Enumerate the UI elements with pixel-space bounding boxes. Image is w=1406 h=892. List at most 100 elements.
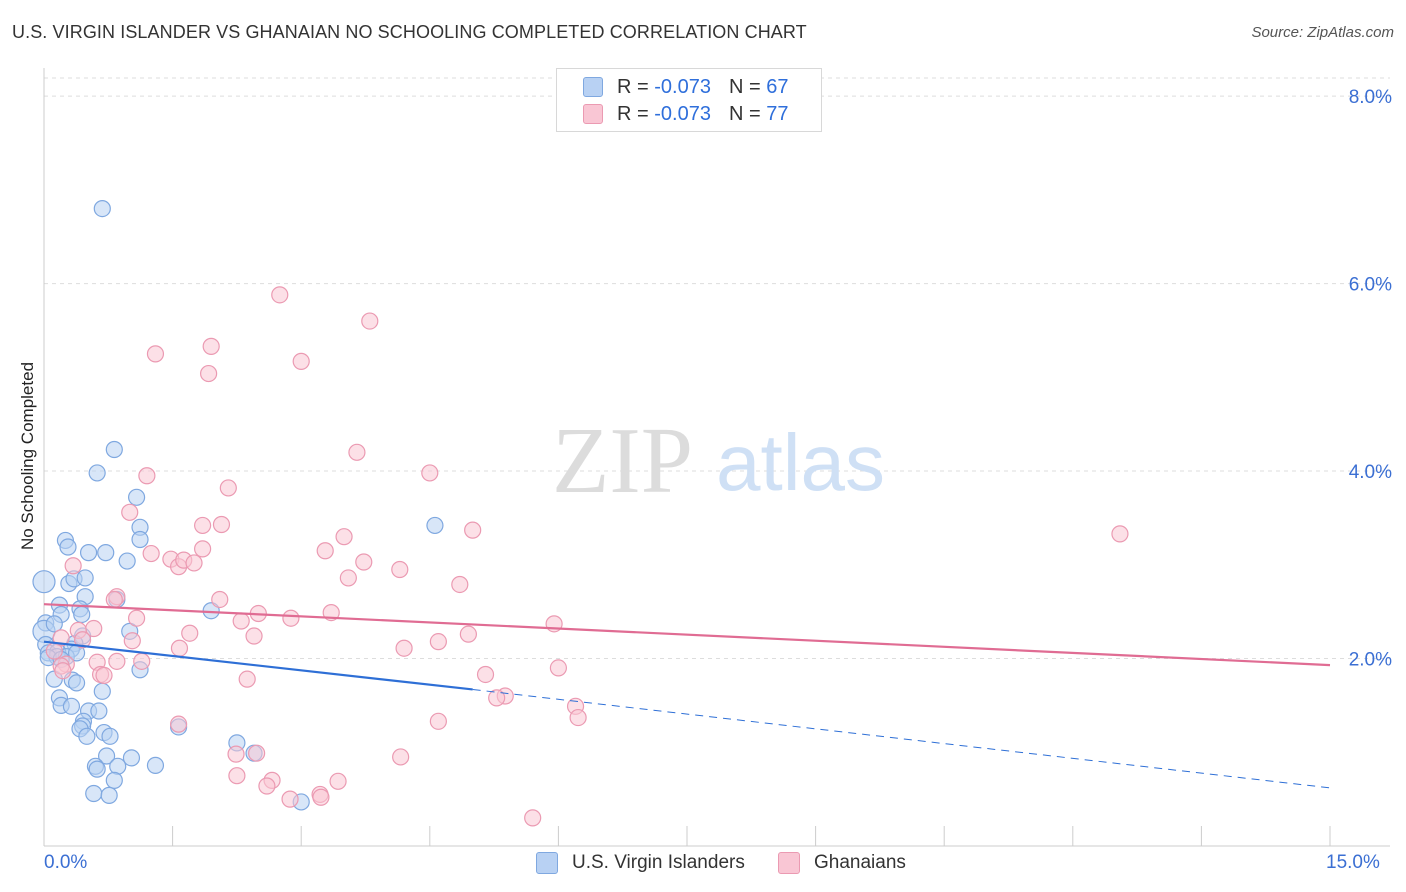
stats-legend: R = -0.073 N = 67 R = -0.073 N = 77 — [556, 68, 822, 132]
legend-n-value: 67 — [766, 75, 789, 98]
virgin-islanders-point — [79, 544, 98, 562]
ghanaians-point — [248, 744, 266, 762]
ghanaians-point — [202, 337, 220, 355]
ghanaians-point — [312, 788, 330, 806]
ghanaians-point — [219, 479, 237, 497]
ghanaians-point — [549, 659, 568, 677]
y-tick-label: 8.0% — [1349, 87, 1392, 108]
ghanaians-point — [185, 554, 203, 572]
ghanaians-point — [339, 569, 357, 587]
y-tick-label: 2.0% — [1349, 650, 1392, 671]
ghanaians-point — [395, 639, 413, 657]
virgin-islanders-trend-extension — [472, 688, 1331, 789]
legend-r-label: R = — [617, 102, 655, 125]
trend-lines — [43, 603, 1331, 789]
virgin-islanders-point — [131, 530, 149, 549]
ghanaians-point — [232, 612, 250, 630]
ghanaians-point — [142, 544, 160, 563]
ghanaians-point — [238, 670, 256, 688]
ghanaians-point — [1111, 525, 1129, 543]
ghanaians-point — [488, 689, 506, 707]
ghanaians-point — [245, 627, 263, 645]
series-ghanaians-points — [45, 286, 1129, 827]
ghanaians-point — [329, 772, 347, 790]
ghanaians-point — [335, 528, 353, 546]
y-tick-labels: 2.0% 4.0% 6.0% 8.0% — [1349, 87, 1392, 670]
virgin-islanders-point — [93, 682, 111, 700]
virgin-islanders-point — [97, 747, 116, 765]
ghanaians-point — [391, 560, 409, 579]
virgin-islanders-point — [101, 727, 119, 745]
ghanaians-point — [133, 652, 151, 670]
virgin-islanders-point — [146, 756, 165, 774]
virgin-islanders-point — [118, 552, 136, 570]
ghanaians-point — [292, 352, 310, 370]
ghanaians-point — [348, 443, 366, 461]
virgin-islanders-point — [88, 464, 106, 482]
ghanaians-point — [421, 464, 439, 482]
watermark-atlas: atlas — [716, 418, 885, 507]
watermark-zip: ZIP — [552, 409, 693, 513]
legend-n-value: 77 — [766, 102, 789, 125]
virgin-islanders-point — [78, 727, 96, 745]
virgin-islanders-point — [45, 615, 63, 633]
ghanaians-point — [170, 715, 188, 733]
x-tick-label-max: 15.0% — [1326, 852, 1380, 873]
bottom-legend-label: U.S. Virgin Islanders — [572, 852, 745, 873]
gridlines — [44, 77, 1390, 660]
bottom-legend-swatch-pink — [778, 852, 800, 874]
ghanaians-point — [459, 625, 477, 643]
virgin-islanders-trend-line — [43, 640, 473, 691]
virgin-islanders-point — [62, 697, 81, 715]
virgin-islanders-point — [127, 488, 146, 506]
chart-title: U.S. VIRGIN ISLANDER VS GHANAIAN NO SCHO… — [12, 22, 807, 42]
virgin-islanders-point — [426, 516, 444, 535]
ghanaians-point — [271, 286, 289, 304]
axes — [43, 68, 1390, 847]
ghanaians-point — [429, 633, 447, 651]
virgin-islanders-point — [93, 200, 111, 218]
y-tick-label: 6.0% — [1349, 275, 1392, 296]
bottom-legend-swatch-blue — [536, 852, 558, 874]
virgin-islanders-point — [67, 674, 86, 692]
ghanaians-point — [146, 345, 165, 363]
bottom-legend-ghanaians: Ghanaians — [778, 852, 906, 874]
legend-r-label: R = — [617, 75, 655, 98]
ghanaians-point — [524, 809, 542, 827]
legend-row-ghanaians: R = -0.073 N = 77 — [583, 102, 788, 126]
ghanaians-point — [127, 609, 146, 627]
ghanaians-point — [121, 503, 139, 521]
virgin-islanders-point — [73, 605, 91, 624]
virgin-islanders-point — [122, 749, 141, 767]
virgin-islanders-point — [59, 538, 77, 556]
source-label: Source: ZipAtlas.com — [1251, 24, 1394, 41]
y-tick-label: 4.0% — [1349, 462, 1392, 483]
ghanaians-point — [258, 777, 276, 795]
ghanaians-point — [200, 364, 218, 383]
virgin-islanders-point — [97, 544, 115, 562]
ghanaians-point — [211, 590, 229, 609]
virgin-islanders-point — [105, 771, 123, 789]
virgin-islanders-point — [100, 786, 118, 804]
virgin-islanders-point — [109, 757, 127, 775]
ghanaians-trend-line — [43, 603, 1331, 667]
ghanaians-point — [64, 557, 82, 575]
virgin-islanders-point — [76, 569, 94, 587]
ghanaians-point — [138, 467, 156, 485]
ghanaians-point — [282, 609, 300, 627]
ghanaians-point — [464, 521, 482, 539]
ghanaians-point — [476, 665, 495, 684]
series-virgin-islanders-points — [32, 200, 444, 811]
ghanaians-point — [54, 662, 72, 680]
bottom-legend-label: Ghanaians — [814, 852, 906, 873]
virgin-islanders-point — [88, 760, 106, 778]
virgin-islanders-point — [32, 570, 56, 594]
ghanaians-point — [123, 632, 141, 650]
ghanaians-point — [212, 515, 231, 534]
virgin-islanders-point — [85, 784, 103, 803]
x-tick-label-min: 0.0% — [44, 852, 88, 873]
legend-r-value: -0.073 — [654, 102, 711, 125]
ghanaians-point — [228, 767, 246, 785]
legend-swatch-pink — [583, 104, 603, 124]
